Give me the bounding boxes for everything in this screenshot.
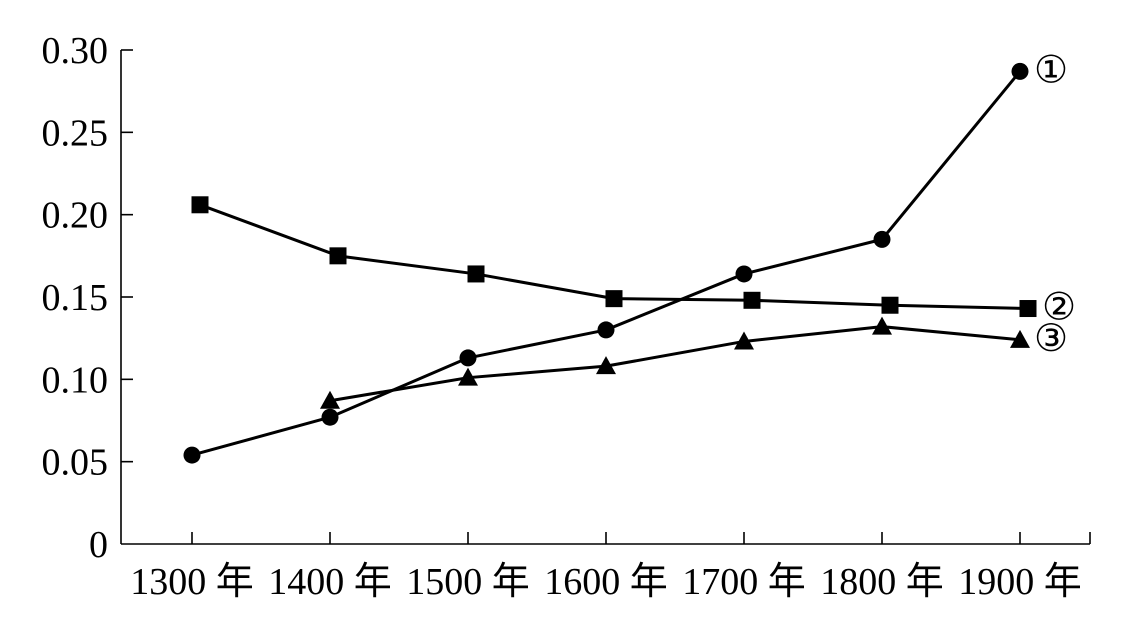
data-point-circle	[1011, 62, 1029, 80]
series-1	[183, 62, 1029, 464]
data-point-triangle	[734, 331, 754, 350]
y-tick-label: 0.25	[42, 112, 109, 154]
x-tick-label: 1300 年	[130, 561, 254, 603]
series-2	[191, 196, 1037, 318]
data-point-triangle	[458, 367, 478, 386]
data-point-circle	[735, 265, 753, 283]
data-point-square	[329, 247, 347, 265]
y-tick-label: 0.20	[42, 195, 109, 237]
x-tick-label: 1500 年	[406, 561, 530, 603]
data-point-circle	[183, 446, 201, 464]
data-point-triangle	[872, 316, 892, 335]
x-tick-label: 1900 年	[958, 561, 1082, 603]
data-point-circle	[873, 230, 891, 248]
y-tick-label: 0.30	[42, 30, 109, 72]
series-1-line	[191, 70, 1022, 457]
x-tick-label: 1800 年	[820, 561, 944, 603]
data-point-square	[881, 296, 899, 314]
data-point-square	[743, 291, 761, 309]
x-tick-label: 1600 年	[544, 561, 668, 603]
x-tick-label: 1700 年	[682, 561, 806, 603]
series-1-label: ①	[1034, 47, 1068, 91]
x-tick-label: 1400 年	[268, 561, 392, 603]
x-axis-ticks: 1300 年 1400 年 1500 年 1600 年 1700 年 1800 年 1900…	[130, 532, 1091, 603]
data-point-square	[605, 290, 623, 308]
y-tick-label: 0.05	[42, 442, 109, 484]
series-3-label: ③	[1034, 316, 1068, 360]
data-point-square	[1019, 300, 1037, 318]
data-point-square	[467, 265, 485, 283]
series-layer	[183, 62, 1037, 464]
data-point-circle	[459, 349, 477, 367]
series-2-label: ②	[1042, 285, 1076, 329]
data-point-triangle	[596, 356, 616, 375]
series-3	[320, 316, 1030, 409]
data-point-triangle	[320, 390, 340, 409]
y-tick-label: 0.10	[42, 359, 109, 401]
y-axis-ticks: 0 0.05 0.10 0.15 0.20 0.25 0.30	[42, 30, 133, 566]
data-point-circle	[321, 408, 339, 426]
series-labels: ① ②③	[1034, 47, 1076, 359]
data-point-triangle	[1010, 329, 1030, 348]
series-3-line	[329, 325, 1021, 403]
data-point-circle	[597, 321, 615, 339]
y-tick-label: 0.15	[42, 277, 109, 319]
data-point-square	[191, 196, 209, 214]
y-tick-label: 0	[89, 524, 108, 566]
